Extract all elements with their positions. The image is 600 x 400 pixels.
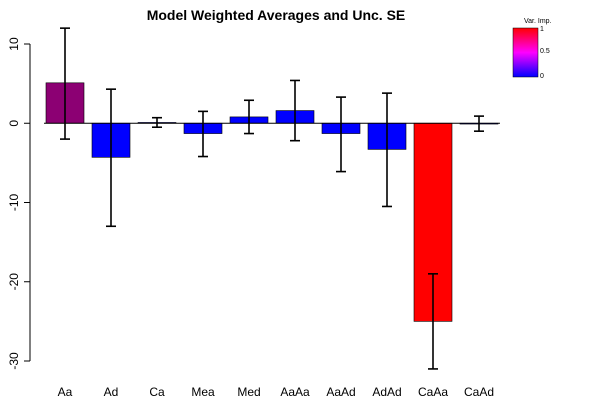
legend-tick-label: 0.5: [540, 48, 550, 55]
x-tick-label: Med: [237, 385, 260, 399]
error-bar-adad: [382, 92, 392, 208]
legend: Var. Imp. 10.50: [512, 18, 552, 80]
x-tick-label: CaAd: [464, 385, 494, 399]
x-tick-label: Ca: [149, 385, 165, 399]
chart-title: Model Weighted Averages and Unc. SE: [147, 7, 406, 23]
x-tick-label: AaAd: [326, 385, 355, 399]
bars: [45, 82, 499, 322]
x-tick-label: Mea: [191, 385, 215, 399]
error-bar-aaaa: [290, 79, 300, 142]
legend-ticks: 10.50: [540, 26, 550, 80]
error-bar-aa: [60, 27, 70, 140]
error-bar-mea: [198, 110, 208, 158]
x-tick-label: AdAd: [372, 385, 401, 399]
error-bar-ad: [106, 88, 116, 228]
error-bar-caaa: [428, 273, 438, 370]
y-axis: -30 -20 -10 0 10: [7, 37, 31, 370]
y-tick-label: -20: [7, 273, 21, 291]
error-bar-ca: [152, 116, 162, 129]
x-axis-labels: Aa Ad Ca Mea Med AaAa AaAd AdAd CaAa CaAd: [58, 385, 494, 399]
y-tick-label: 10: [7, 37, 21, 51]
error-bar-caad: [474, 115, 484, 132]
x-tick-label: Ad: [104, 385, 119, 399]
y-tick-label: -30: [7, 352, 21, 370]
legend-title: Var. Imp.: [524, 18, 552, 25]
x-tick-label: AaAa: [280, 385, 310, 399]
legend-tick-label: 0: [540, 73, 544, 80]
y-tick-label: -10: [7, 194, 21, 212]
error-bars: [60, 27, 484, 370]
error-bar-aaad: [336, 96, 346, 173]
y-tick-label: 0: [7, 120, 21, 127]
x-tick-label: Aa: [58, 385, 73, 399]
legend-color-bar: [512, 27, 539, 78]
legend-tick-label: 1: [540, 26, 544, 33]
x-tick-label: CaAa: [418, 385, 448, 399]
error-bar-med: [244, 99, 254, 135]
